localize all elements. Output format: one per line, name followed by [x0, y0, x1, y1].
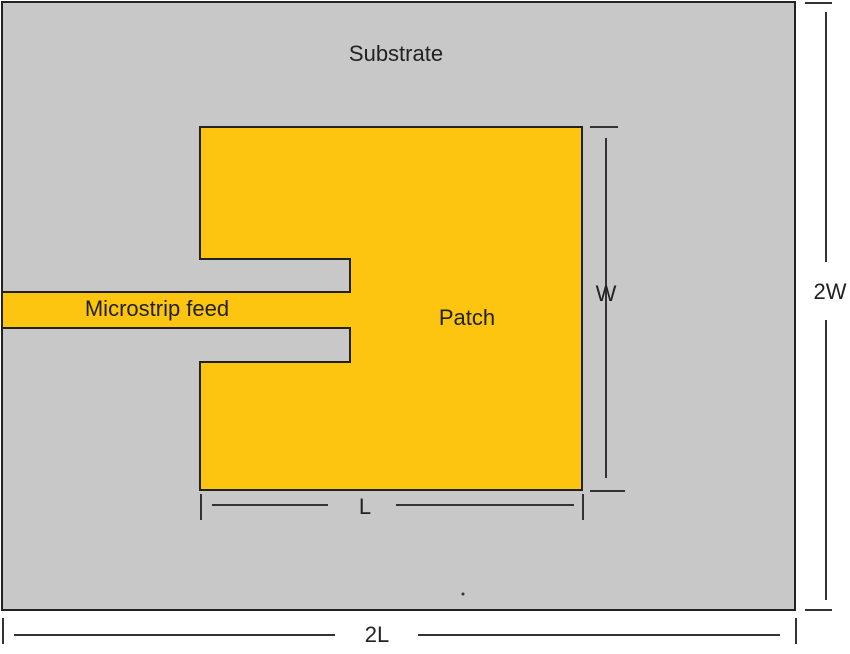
dimension-l-label: L: [359, 494, 371, 519]
dimension-w: W: [590, 126, 625, 492]
dimension-2l-label: 2L: [365, 622, 389, 647]
substrate-label: Substrate: [349, 41, 443, 66]
patch: [1, 126, 583, 491]
patch-label: Patch: [439, 305, 495, 330]
dimension-2w: 2W: [805, 2, 847, 611]
dimension-2l: 2L: [2, 618, 797, 647]
dimension-l: L: [200, 494, 584, 520]
dimension-w-label: W: [596, 281, 617, 306]
dimension-2w-label: 2W: [814, 279, 847, 304]
feed-label: Microstrip feed: [85, 296, 229, 321]
stray-dot: [461, 592, 465, 596]
